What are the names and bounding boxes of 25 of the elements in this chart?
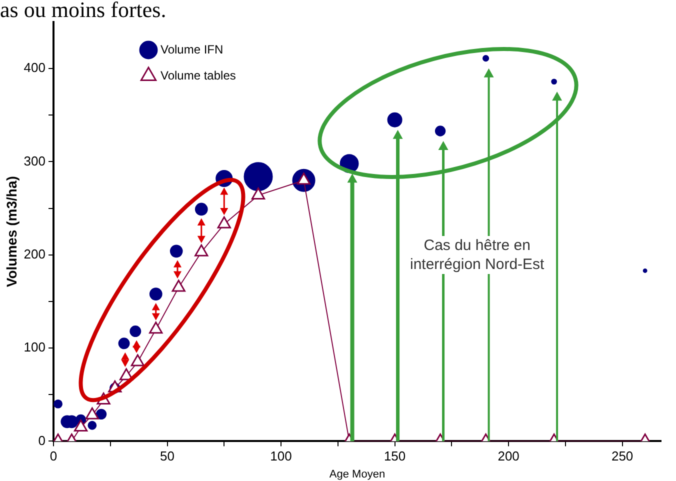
x-tick-label: 50 <box>160 448 174 464</box>
annotation: as ou moins fortes. <box>0 0 166 23</box>
legend-label: Volume tables <box>160 68 236 82</box>
x-tick-label: 150 <box>384 448 406 464</box>
x-tick-label: 250 <box>611 448 634 464</box>
x-tick-label: 0 <box>50 448 58 464</box>
x-tick-label: 100 <box>270 448 292 464</box>
point <box>85 407 99 420</box>
x-axis-title: Age Moyen <box>329 468 386 480</box>
y-tick-label: 400 <box>24 60 46 76</box>
point <box>149 322 163 334</box>
legend-label: Volume IFN <box>160 42 224 56</box>
point <box>172 280 186 292</box>
point <box>194 244 208 256</box>
y-tick-label: 0 <box>38 432 46 448</box>
annotation: Cas du hêtre en interrégion Nord-Est <box>410 236 544 274</box>
y-tick-label: 100 <box>24 340 46 355</box>
x-tick-label: 200 <box>498 448 520 464</box>
point <box>251 188 266 200</box>
y-tick-label: 300 <box>24 153 46 168</box>
y-tick-label: 200 <box>24 246 46 262</box>
point <box>74 419 88 432</box>
point <box>130 354 144 366</box>
y-axis-title: Volumes (m3/ha) <box>3 176 20 288</box>
point <box>217 216 231 228</box>
